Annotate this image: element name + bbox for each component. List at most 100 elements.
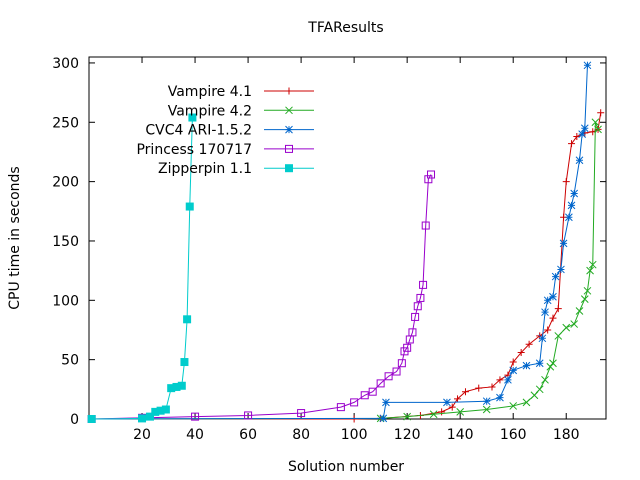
data-point — [580, 295, 589, 303]
data-point — [559, 239, 568, 248]
data-point — [456, 408, 465, 416]
x-tick-label: 180 — [553, 427, 580, 443]
chart-title: TFAResults — [307, 20, 383, 36]
legend-label: Princess 170717 — [136, 142, 252, 158]
y-tick-label: 150 — [52, 234, 79, 250]
data-point — [421, 221, 430, 230]
data-point — [416, 293, 425, 302]
series-5 — [87, 113, 197, 423]
y-tick-label: 250 — [52, 115, 79, 131]
data-point — [594, 125, 602, 134]
data-point — [554, 305, 562, 313]
legend-item: Princess 170717 — [136, 142, 314, 158]
data-point — [535, 385, 544, 394]
data-point — [580, 124, 589, 133]
data-point — [586, 266, 594, 275]
y-axis-label: CPU time in seconds — [7, 166, 23, 309]
data-point — [461, 388, 469, 396]
data-point — [350, 415, 358, 423]
data-point — [570, 189, 579, 198]
data-point — [549, 314, 557, 322]
data-point — [427, 170, 436, 179]
data-point — [138, 414, 147, 423]
legend-item: CVC4 ARI-1.5.2 — [145, 123, 314, 139]
data-point — [568, 140, 576, 148]
x-tick-label: 120 — [394, 427, 421, 443]
data-point — [554, 332, 563, 340]
data-point — [588, 260, 597, 269]
data-point — [87, 415, 96, 423]
legend-item: Vampire 4.2 — [168, 103, 314, 119]
legend-item: Vampire 4.1 — [168, 84, 314, 100]
data-point — [504, 375, 512, 384]
legend-label: Vampire 4.2 — [168, 103, 252, 119]
legend-marker — [285, 125, 293, 134]
series-line — [91, 112, 602, 420]
data-point — [562, 178, 570, 186]
data-point — [191, 412, 200, 421]
data-point — [546, 362, 555, 371]
data-point — [384, 372, 393, 381]
data-point — [583, 61, 592, 70]
data-point — [570, 320, 579, 328]
data-point — [382, 398, 390, 407]
series-line — [91, 65, 588, 420]
data-point — [397, 359, 406, 368]
series-4 — [87, 170, 436, 423]
data-point — [392, 367, 401, 376]
data-point — [549, 359, 557, 368]
x-tick-label: 40 — [186, 427, 204, 443]
data-point — [475, 384, 483, 392]
data-point — [583, 286, 592, 295]
y-tick-label: 50 — [61, 353, 79, 369]
data-point — [360, 391, 369, 400]
x-axis-label: Solution number — [288, 459, 404, 475]
legend-label: CVC4 ARI-1.5.2 — [145, 123, 252, 139]
data-point — [541, 308, 549, 317]
legend-label: Vampire 4.1 — [168, 84, 252, 100]
x-tick-label: 20 — [133, 427, 151, 443]
data-point — [496, 376, 504, 384]
legend-marker — [285, 144, 293, 153]
data-point — [403, 343, 412, 352]
data-point — [188, 113, 197, 122]
x-tick-label: 140 — [447, 427, 474, 443]
data-point — [336, 403, 345, 412]
data-point — [403, 412, 412, 421]
data-point — [578, 130, 586, 139]
y-tick-label: 0 — [70, 412, 79, 428]
legend: Vampire 4.1 Vampire 4.2 CVC4 ARI-1.5.2 Prin… — [136, 84, 314, 177]
legend-marker — [285, 164, 293, 173]
data-point — [411, 312, 420, 321]
data-point — [509, 358, 517, 366]
data-point — [180, 358, 189, 367]
data-point — [244, 411, 253, 420]
data-point — [597, 109, 605, 117]
data-point — [443, 398, 451, 407]
data-point — [522, 361, 531, 370]
data-point — [429, 410, 438, 419]
data-point — [525, 340, 533, 348]
data-point — [183, 315, 192, 324]
data-point — [517, 349, 525, 357]
x-tick-label: 60 — [239, 427, 257, 443]
data-point — [482, 397, 491, 406]
legend-item: Zipperpin 1.1 — [158, 161, 314, 177]
series-line — [91, 174, 432, 420]
x-tick-label: 160 — [500, 427, 527, 443]
data-point — [376, 379, 385, 388]
legend-label: Zipperpin 1.1 — [158, 161, 252, 177]
data-point — [454, 395, 462, 403]
data-point — [575, 307, 584, 315]
data-point — [509, 366, 518, 375]
data-point — [413, 302, 422, 311]
x-tick-label: 80 — [292, 427, 310, 443]
plot-frame — [88, 56, 607, 420]
data-point — [424, 175, 433, 184]
data-point — [509, 402, 518, 410]
data-point — [535, 359, 544, 368]
y-tick-label: 200 — [52, 175, 79, 191]
series-3 — [87, 61, 592, 423]
legend-marker — [285, 106, 293, 115]
